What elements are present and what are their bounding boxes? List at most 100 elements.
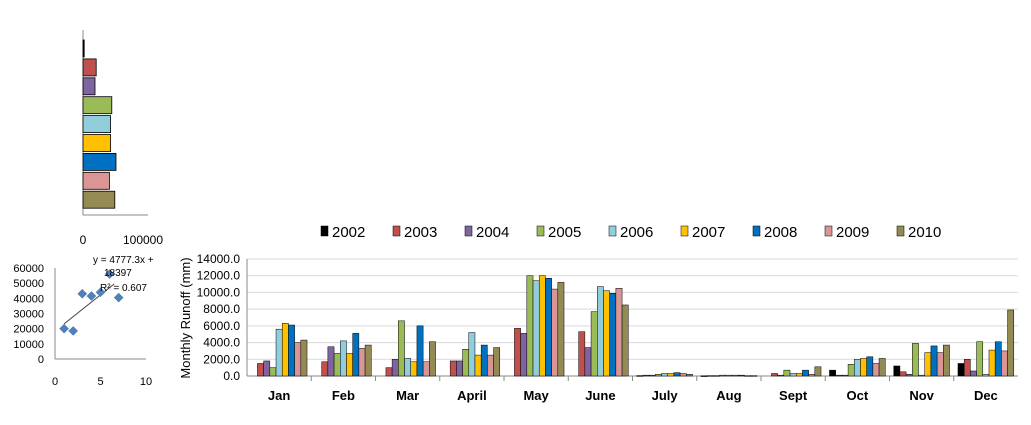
main-x-tick: Feb [332, 388, 355, 403]
hbar-2010 [82, 190, 116, 209]
bar-2009-Sept [808, 374, 816, 377]
legend-swatch-2002 [320, 225, 329, 237]
bar-2004-June [584, 347, 592, 377]
trend-equation-line2: 18397 [104, 268, 132, 279]
bar-2005-Feb [333, 353, 341, 377]
legend-label-2004: 2004 [476, 224, 509, 241]
legend-label-2003: 2003 [404, 224, 437, 241]
scatter-point [86, 291, 97, 301]
bar-2005-July [655, 374, 662, 377]
bar-2009-May [551, 288, 559, 377]
main-y-tick: 6000.0 [203, 319, 240, 333]
scatter-point [95, 287, 106, 298]
bar-2006-Sept [789, 373, 797, 377]
bar-2003-Sept [771, 373, 778, 377]
bar-2007-June [603, 290, 610, 377]
scatter-y-tick: 60000 [13, 263, 44, 275]
bar-2007-Sept [795, 373, 803, 377]
horizontal-bar-chart: 0 100000 [80, 30, 163, 247]
legend-swatch-2008 [752, 225, 761, 237]
main-x-tick: May [523, 388, 549, 403]
bar-2006-June [597, 286, 604, 377]
bar-2007-May [538, 275, 546, 377]
bar-2005-Aug [719, 374, 727, 377]
scatter-y-tick: 0 [38, 354, 44, 366]
scatter-y-tick: 40000 [13, 293, 44, 305]
bar-2005-April [462, 349, 470, 377]
bar-2009-Jan [294, 342, 302, 377]
hbar-2002 [82, 39, 85, 58]
bar-2004-Mar [391, 359, 399, 377]
bar-2003-Nov [899, 371, 907, 377]
scatter-trendline [63, 283, 115, 325]
legend-label-2002: 2002 [332, 224, 365, 241]
scatter-y-tick: 20000 [13, 324, 44, 336]
bar-2009-Oct [872, 363, 880, 377]
bar-2006-Oct [854, 359, 861, 377]
bar-2006-April [468, 332, 476, 377]
legend-label-2009: 2009 [836, 224, 869, 241]
scatter-x-tick: 5 [97, 376, 103, 388]
legend-label-2005: 2005 [548, 224, 581, 241]
legend-swatch-2003 [392, 225, 401, 237]
bar-2010-Sept [814, 366, 822, 377]
bar-2005-Oct [847, 364, 855, 377]
hbar-2006 [82, 115, 112, 133]
bar-2003-July [642, 374, 650, 377]
bar-2010-Dec [1007, 309, 1015, 377]
bar-2004-May [520, 333, 528, 377]
bar-2009-April [487, 354, 494, 377]
legend-label-2010: 2010 [908, 224, 941, 241]
bar-2004-Dec [970, 370, 977, 377]
main-x-tick: Mar [396, 388, 419, 403]
scatter-point [113, 292, 124, 303]
bar-2002-July [636, 375, 644, 377]
main-x-tick: Dec [974, 388, 998, 403]
scatter-y-tick: 10000 [13, 339, 44, 351]
legend-swatch-2010 [896, 225, 905, 237]
bar-2003-June [578, 331, 586, 377]
bar-2002-Aug [700, 375, 708, 377]
scatter-point [68, 326, 79, 336]
bar-2004-July [648, 374, 656, 377]
hbar-2009 [82, 171, 110, 190]
bar-2010-Jan [300, 339, 308, 377]
bar-2005-June [590, 311, 598, 377]
main-y-tick: 10000.0 [197, 285, 241, 299]
bar-2006-Mar [404, 358, 411, 377]
bar-2002-Dec [957, 363, 965, 377]
legend-swatch-2009 [824, 225, 833, 237]
scatter-chart: 0 10000 20000 30000 40000 50000 60000 0 5 10 y =… [13, 255, 153, 388]
bar-2003-Aug [706, 375, 714, 377]
bar-2003-Feb [321, 361, 329, 377]
main-x-tick: Sept [779, 388, 808, 403]
scatter-y-tick: 30000 [13, 309, 44, 321]
bar-2005-Jan [269, 367, 277, 377]
main-y-tick: 8000.0 [203, 302, 240, 316]
bar-2007-Feb [346, 353, 353, 377]
bar-2004-Aug [713, 375, 720, 377]
bar-2005-May [526, 275, 534, 377]
bar-2010-May [557, 282, 565, 377]
bar-2008-Oct [866, 356, 874, 377]
bar-2005-Dec [976, 341, 984, 377]
bar-2010-Feb [364, 344, 372, 377]
bar-2003-April [449, 360, 457, 377]
bar-2009-Feb [358, 348, 366, 377]
bar-2007-Oct [860, 358, 867, 377]
bar-2010-Oct [878, 358, 886, 377]
bar-2007-Mar [410, 361, 418, 377]
bar-2004-Feb [327, 346, 335, 377]
bar-2004-April [456, 360, 463, 377]
bar-2007-July [667, 373, 675, 377]
legend-swatch-2005 [536, 225, 545, 237]
main-x-tick: July [652, 388, 679, 403]
main-x-tick: Aug [716, 388, 741, 403]
bar-2008-Nov [930, 345, 938, 377]
bar-2003-Oct [835, 374, 843, 377]
bar-2002-Nov [893, 365, 901, 377]
bar-2003-Jan [257, 363, 264, 377]
bar-2007-Aug [731, 374, 739, 377]
bar-2009-June [615, 288, 623, 377]
